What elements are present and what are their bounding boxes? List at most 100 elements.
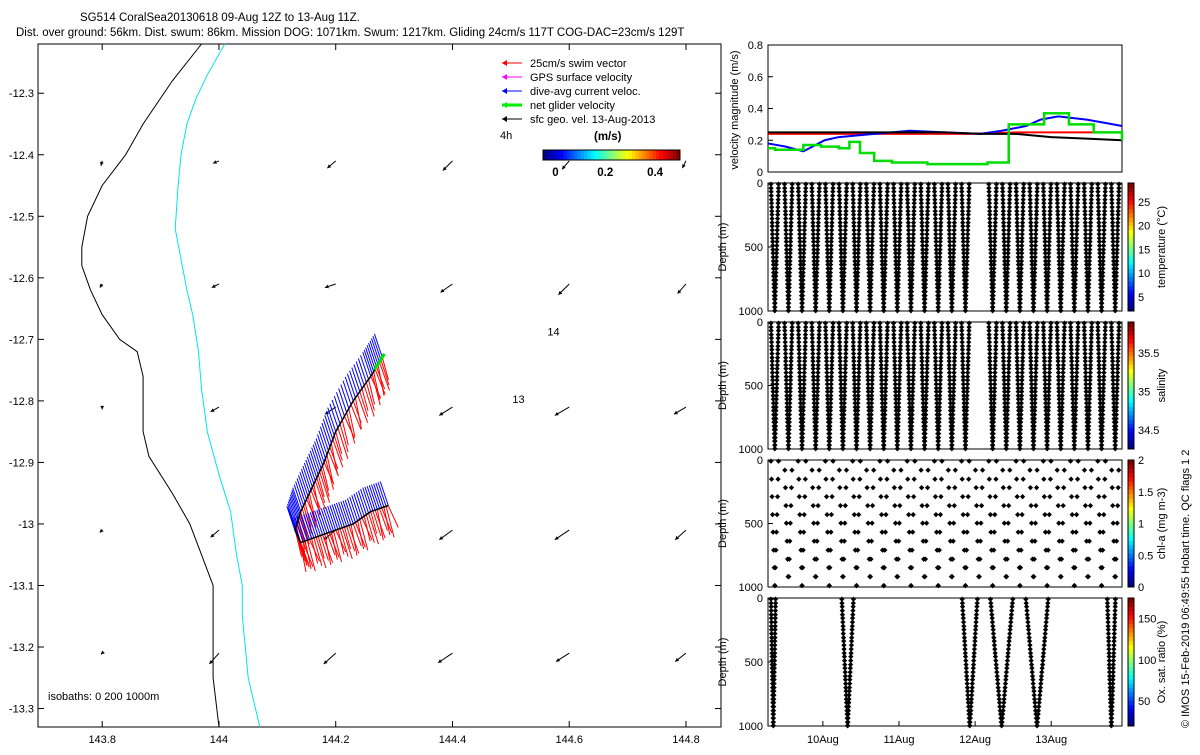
profile-point: ◆ [987, 200, 993, 207]
swim-vector [333, 435, 343, 461]
profile-point: ◆ [788, 242, 794, 249]
current-vector [340, 501, 350, 526]
profile-point: ◆ [788, 235, 794, 242]
profile-point: ◆ [909, 273, 915, 280]
colorbar-cell [662, 150, 667, 160]
profile-point: ◆ [923, 265, 929, 272]
profile-colorbar-tick: 5 [1138, 292, 1144, 304]
profile-point: ◆ [921, 289, 927, 296]
profile-point: ◆ [892, 227, 898, 234]
map-ytick-label: -12.5 [9, 211, 34, 223]
profile-point: ◆ [827, 446, 833, 453]
profile-point: ◆ [909, 565, 915, 572]
profile-colorbar-cell [1128, 281, 1134, 286]
profile-point: ◆ [775, 204, 781, 211]
profile-colorbar-cell [1128, 377, 1134, 382]
profile-point: ◆ [852, 239, 858, 246]
profile-point: ◆ [932, 185, 938, 192]
colorbar-cell [594, 150, 599, 160]
surface-current-arrowhead [554, 412, 559, 416]
profile-point: ◆ [856, 250, 862, 257]
profile-point: ◆ [866, 269, 872, 276]
profile-point: ◆ [963, 446, 969, 453]
profile-point: ◆ [1015, 223, 1021, 230]
profile-colorbar-cell [1128, 200, 1134, 205]
current-vector [362, 352, 372, 377]
profile-point: ◆ [933, 216, 939, 223]
profile-point: ◆ [880, 281, 886, 288]
profile-point: ◆ [774, 258, 780, 265]
profile-point: ◆ [842, 235, 848, 242]
profile-point: ◆ [966, 476, 972, 483]
profile-point: ◆ [801, 265, 807, 272]
profile-point: ◆ [948, 281, 954, 288]
swim-vector [326, 533, 336, 556]
colorbar-cell [673, 150, 678, 160]
swim-vector [317, 474, 325, 497]
swim-vector [379, 362, 390, 391]
profile-point: ◆ [966, 208, 972, 215]
profile-point: ◆ [993, 200, 999, 207]
profile-point: ◆ [908, 285, 914, 292]
profile-point: ◆ [809, 193, 815, 200]
profile-point: ◆ [925, 219, 931, 226]
current-vector [298, 515, 308, 541]
profile-point: ◆ [932, 476, 938, 483]
current-vector [307, 512, 317, 538]
profile-colorbar-cell [1128, 615, 1134, 620]
profile-point: ◆ [1002, 242, 1008, 249]
profile-point: ◆ [838, 235, 844, 242]
profile-point: ◆ [947, 254, 953, 261]
profile-point: ◆ [951, 254, 957, 261]
profile-point: ◆ [990, 296, 996, 303]
current-vector [327, 505, 337, 531]
current-vector [305, 513, 315, 538]
profile-point: ◆ [813, 446, 819, 453]
profile-point: ◆ [1003, 300, 1009, 307]
profile-point: ◆ [938, 227, 944, 234]
profile-point: ◆ [948, 273, 954, 280]
current-vector [315, 438, 325, 463]
profile-point: ◆ [1099, 308, 1105, 315]
current-vector [320, 508, 330, 533]
profile-point: ◆ [1088, 485, 1094, 492]
profile-point: ◆ [783, 219, 789, 226]
profile-point: ◆ [896, 269, 902, 276]
current-vector [298, 475, 308, 500]
profile-point: ◆ [813, 304, 819, 311]
profile-point: ◆ [853, 265, 859, 272]
profile-point: ◆ [936, 446, 942, 453]
legend-label: sfc geo. vel. 13-Aug-2013 [530, 114, 655, 126]
swim-vector [368, 379, 376, 405]
map-panel: 143.8 144 144.2 144.4 144.6 144.8-12.3-12.4-1… [9, 43, 722, 746]
profile-point: ◆ [797, 231, 803, 238]
profile-point: ◆ [802, 212, 808, 219]
swim-vector [365, 382, 375, 411]
profile-point: ◆ [1021, 189, 1027, 196]
profile-point: ◆ [798, 254, 804, 261]
profile-point: ◆ [786, 296, 792, 303]
profile-colorbar-label: Ox. sat. ratio (%) [1156, 621, 1168, 704]
profile-colorbar-cell [1128, 498, 1134, 503]
profile-point: ◆ [1020, 212, 1026, 219]
profile-point: ◆ [1007, 189, 1013, 196]
swim-vector [385, 506, 395, 538]
profile-colorbar-tick: 20 [1138, 221, 1150, 233]
profile-colorbar-tick: 0.5 [1138, 550, 1153, 562]
profile-point: ◆ [905, 216, 911, 223]
profile-point: ◆ [785, 273, 791, 280]
profile-point: ◆ [1087, 538, 1093, 545]
current-vector [318, 509, 328, 534]
profile-point: ◆ [925, 193, 931, 200]
profile-point: ◆ [786, 289, 792, 296]
profile-point: ◆ [838, 223, 844, 230]
profile-point: ◆ [788, 227, 794, 234]
profile-point: ◆ [782, 196, 788, 203]
profile-point: ◆ [1000, 185, 1006, 192]
profile-point: ◆ [950, 273, 956, 280]
track-day-label: 13 [512, 394, 524, 406]
profile-point: ◆ [871, 200, 877, 207]
current-vector [316, 509, 326, 535]
profile-point: ◆ [939, 476, 945, 483]
colorbar-cell [553, 150, 558, 160]
